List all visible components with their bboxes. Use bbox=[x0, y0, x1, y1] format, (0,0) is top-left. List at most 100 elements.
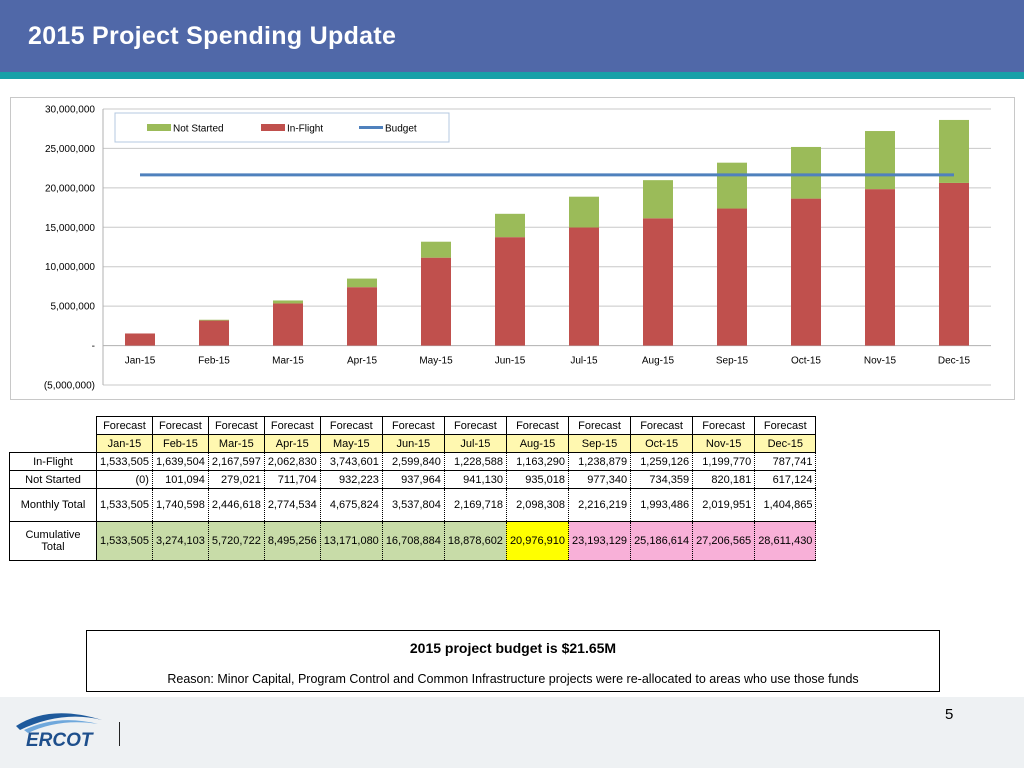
table-row-not-started: Not Started (0) 101,094 279,021 711,704 … bbox=[9, 470, 817, 489]
table-cell: 27,206,565 bbox=[692, 521, 756, 561]
table-cell: 5,720,722 bbox=[207, 521, 265, 561]
bar-not-started bbox=[347, 278, 377, 288]
bar-in-flight bbox=[791, 198, 821, 346]
table-cell: 4,675,824 bbox=[319, 488, 383, 522]
budget-note-text: Reason: Minor Capital, Program Control a… bbox=[167, 672, 859, 686]
table-header-cell: Forecast bbox=[692, 416, 756, 435]
legend-label: Budget bbox=[385, 124, 417, 135]
table-header-cell: Forecast bbox=[207, 416, 265, 435]
y-tick-label: (5,000,000) bbox=[44, 381, 95, 392]
table-month-cell: Jun-15 bbox=[381, 434, 445, 453]
table-header-cell: Forecast bbox=[443, 416, 507, 435]
table-cell: 935,018 bbox=[505, 470, 570, 489]
bar-not-started bbox=[717, 162, 747, 209]
table-cell: 3,743,601 bbox=[319, 452, 383, 471]
bar-in-flight bbox=[347, 287, 377, 346]
table-cell: 1,199,770 bbox=[692, 452, 756, 471]
table-header-forecast-row: Forecast Forecast Forecast Forecast Fore… bbox=[10, 416, 817, 435]
bar-not-started bbox=[421, 241, 451, 258]
logo-swoosh-light bbox=[24, 720, 98, 733]
table-cell: 1,533,505 bbox=[96, 521, 153, 561]
bar-in-flight bbox=[643, 218, 673, 346]
table-cell: 734,359 bbox=[630, 470, 694, 489]
table-cell: 977,340 bbox=[567, 470, 632, 489]
table-cell: 8,495,256 bbox=[263, 521, 321, 561]
table-header-cell: Forecast bbox=[381, 416, 445, 435]
row-label-line1: Cumulative bbox=[25, 529, 81, 541]
table-corner bbox=[10, 417, 97, 435]
table-header-cell: Forecast bbox=[754, 416, 817, 435]
legend-label: Not Started bbox=[173, 124, 224, 135]
x-tick-label: Feb-15 bbox=[198, 356, 230, 367]
table-cell: 1,404,865 bbox=[754, 488, 817, 522]
table-cell: 711,704 bbox=[263, 470, 321, 489]
page-number: 5 bbox=[945, 706, 954, 723]
table-cell: 2,774,534 bbox=[263, 488, 321, 522]
table-row-in-flight: In-Flight 1,533,505 1,639,504 2,167,597 … bbox=[9, 452, 817, 471]
x-tick-label: Mar-15 bbox=[272, 356, 304, 367]
bar-in-flight bbox=[125, 333, 155, 346]
x-tick-label: Apr-15 bbox=[347, 356, 377, 367]
table-cell: 23,193,129 bbox=[567, 521, 632, 561]
y-tick-label: 5,000,000 bbox=[51, 302, 96, 313]
bar-not-started bbox=[199, 319, 229, 321]
table-cell: 25,186,614 bbox=[630, 521, 694, 561]
logo-separator bbox=[119, 722, 120, 746]
table-cell: (0) bbox=[96, 470, 153, 489]
budget-note: 2015 project budget is $21.65M Reason: M… bbox=[86, 630, 940, 692]
spending-chart: (5,000,000) - 5,000,000 10,000,000 15,000,00… bbox=[44, 105, 991, 392]
table-cell: 617,124 bbox=[754, 470, 817, 489]
footer-bar bbox=[0, 697, 1024, 768]
table-cell: 1,533,505 bbox=[96, 488, 153, 522]
table-cell: 1,259,126 bbox=[630, 452, 694, 471]
x-tick-label: Dec-15 bbox=[938, 356, 971, 367]
table-cell: 16,708,884 bbox=[381, 521, 445, 561]
table-row-monthly-total: Monthly Total 1,533,505 1,740,598 2,446,… bbox=[9, 488, 817, 522]
x-tick-label: Jul-15 bbox=[570, 356, 598, 367]
table-cell: 13,171,080 bbox=[319, 521, 383, 561]
x-tick-label: May-15 bbox=[419, 356, 453, 367]
table-month-cell: Jul-15 bbox=[443, 434, 507, 453]
bar-in-flight bbox=[717, 208, 747, 346]
legend-swatch bbox=[261, 124, 285, 131]
table-cell: 1,228,588 bbox=[443, 452, 507, 471]
y-tick-label: 15,000,000 bbox=[45, 223, 95, 234]
ercot-logo: ERCOT bbox=[16, 713, 102, 750]
table-cell: 2,446,618 bbox=[207, 488, 265, 522]
bar-in-flight bbox=[569, 227, 599, 346]
table-header-cell: Forecast bbox=[567, 416, 632, 435]
bar-not-started bbox=[791, 146, 821, 199]
table-cell: 1,993,486 bbox=[630, 488, 694, 522]
table-header-cell: Forecast bbox=[263, 416, 321, 435]
table-header-cell: Forecast bbox=[151, 416, 209, 435]
logo-swoosh bbox=[16, 713, 102, 730]
y-tick-label: - bbox=[92, 341, 95, 352]
table-cell: 787,741 bbox=[754, 452, 817, 471]
bar-in-flight bbox=[495, 237, 525, 346]
table-cell: 2,216,219 bbox=[567, 488, 632, 522]
bar-not-started bbox=[643, 180, 673, 219]
header-stripe bbox=[0, 72, 1024, 79]
bar-not-started bbox=[865, 131, 895, 190]
x-tick-label: Jun-15 bbox=[495, 356, 526, 367]
table-month-cell: Sep-15 bbox=[567, 434, 632, 453]
table-cell: 941,130 bbox=[443, 470, 507, 489]
bar-not-started bbox=[939, 119, 969, 183]
table-month-cell: Nov-15 bbox=[692, 434, 756, 453]
table-cell: 1,533,505 bbox=[96, 452, 153, 471]
table-cell: 1,740,598 bbox=[151, 488, 209, 522]
table-cell: 1,639,504 bbox=[151, 452, 209, 471]
table-cell: 2,167,597 bbox=[207, 452, 265, 471]
table-month-cell: Oct-15 bbox=[630, 434, 694, 453]
table-header-month-row: Jan-15 Feb-15 Mar-15 Apr-15 May-15 Jun-1… bbox=[10, 434, 817, 453]
table-month-cell: Dec-15 bbox=[754, 434, 817, 453]
table-month-cell: Apr-15 bbox=[263, 434, 321, 453]
row-label: Monthly Total bbox=[9, 488, 97, 522]
table-cell: 1,163,290 bbox=[505, 452, 570, 471]
bar-not-started bbox=[569, 196, 599, 228]
bar-in-flight bbox=[273, 303, 303, 346]
table-cell: 2,098,308 bbox=[505, 488, 570, 522]
x-tick-label: Oct-15 bbox=[791, 356, 821, 367]
table-header-cell: Forecast bbox=[96, 416, 153, 435]
row-label-line2: Total bbox=[41, 541, 65, 553]
